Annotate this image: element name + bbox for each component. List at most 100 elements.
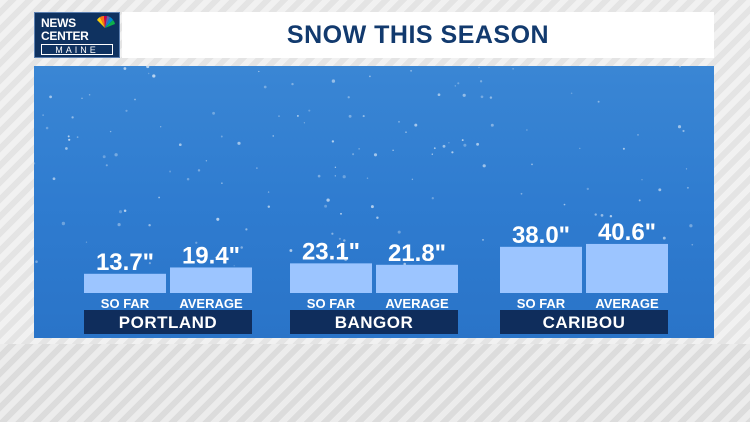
- snow-speck: [289, 249, 293, 252]
- bar-portland-average: [170, 267, 252, 293]
- snow-speck: [442, 144, 446, 148]
- peacock-icon: [97, 16, 115, 28]
- snow-speck: [691, 243, 694, 246]
- city-bar-caribou: [500, 310, 668, 334]
- snow-speck: [431, 197, 434, 200]
- snow-speck: [376, 216, 379, 219]
- snow-speck: [68, 138, 71, 141]
- snow-speck: [102, 155, 106, 159]
- snow-speck: [352, 153, 355, 156]
- series-label: SO FAR: [101, 296, 150, 311]
- snow-speck: [169, 170, 172, 173]
- snow-speck: [197, 169, 201, 172]
- snow-speck: [291, 82, 294, 86]
- snow-speck: [414, 123, 418, 127]
- snow-speck: [35, 260, 38, 263]
- snow-speck: [334, 175, 336, 177]
- snow-speck: [448, 142, 450, 144]
- snow-speck: [622, 147, 625, 150]
- city-bar-portland: [84, 310, 252, 334]
- snow-speck: [214, 256, 217, 258]
- snow-speck: [520, 192, 523, 195]
- snow-speck: [34, 162, 36, 165]
- snow-speck: [431, 153, 433, 155]
- snow-speck: [340, 212, 342, 215]
- snow-speck: [461, 139, 464, 142]
- snow-speck: [682, 129, 685, 133]
- snow-speck: [272, 135, 274, 137]
- snow-speck: [278, 115, 280, 117]
- bar-value-label: 19.4": [182, 242, 240, 269]
- snow-speck: [637, 134, 639, 136]
- snow-speck: [490, 123, 494, 127]
- snow-speck: [331, 140, 335, 143]
- logo-line-news: NEWS: [41, 16, 76, 30]
- snow-speck: [216, 217, 220, 221]
- series-label: SO FAR: [307, 296, 356, 311]
- snow-speck: [263, 85, 267, 89]
- snow-speck: [600, 214, 604, 217]
- snow-speck: [148, 72, 150, 75]
- snow-speck: [480, 95, 484, 99]
- snow-speck: [641, 179, 643, 181]
- bar-caribou-so-far: [500, 246, 582, 293]
- snow-speck: [221, 182, 223, 184]
- snow-speck: [451, 151, 454, 154]
- snow-speck: [410, 69, 413, 72]
- series-label: AVERAGE: [385, 296, 449, 311]
- snow-speck: [403, 262, 407, 266]
- snow-speck: [134, 98, 136, 101]
- snow-speck: [240, 246, 243, 249]
- snow-speck: [186, 177, 190, 181]
- snow-speck: [512, 68, 514, 70]
- bar-caribou-average: [586, 243, 668, 293]
- series-label: SO FAR: [517, 296, 566, 311]
- snow-speck: [685, 168, 688, 170]
- snow-speck: [267, 205, 271, 208]
- snow-speck: [563, 203, 566, 206]
- snow-speck: [258, 70, 260, 73]
- snow-speck: [454, 85, 456, 87]
- bar-value-label: 13.7": [96, 249, 154, 276]
- snow-speck: [679, 66, 681, 68]
- snow-speck: [88, 94, 91, 96]
- series-label: AVERAGE: [179, 296, 243, 311]
- snow-speck: [256, 167, 258, 169]
- snow-speck: [81, 97, 83, 99]
- snow-speck: [489, 96, 493, 99]
- snow-speck: [368, 75, 371, 78]
- snow-speck: [392, 149, 394, 152]
- snow-speck: [482, 164, 486, 168]
- snow-speck: [76, 136, 79, 138]
- snow-speck: [158, 196, 160, 199]
- snow-speck: [594, 213, 597, 216]
- snow-speck: [347, 96, 350, 99]
- snow-speck: [245, 228, 248, 231]
- snow-speck: [344, 257, 348, 261]
- snow-speck: [148, 223, 151, 227]
- snow-speck: [597, 100, 600, 103]
- snow-speck: [411, 178, 414, 181]
- snow-speck: [61, 221, 66, 226]
- bar-bangor-average: [376, 264, 458, 293]
- snow-speck: [196, 254, 199, 257]
- snow-speck: [462, 93, 466, 97]
- snow-speck: [212, 111, 216, 115]
- snow-speck: [342, 175, 346, 179]
- snow-speck: [65, 147, 68, 150]
- snow-speck: [638, 199, 641, 202]
- snow-speck: [398, 120, 400, 123]
- series-label: AVERAGE: [595, 296, 659, 311]
- snow-speck: [123, 67, 127, 70]
- logo-line-center: CENTER: [41, 29, 89, 43]
- snow-speck: [296, 114, 299, 117]
- snow-speck: [689, 224, 693, 228]
- bar-value-label: 21.8": [388, 240, 446, 267]
- snow-speck: [45, 126, 49, 130]
- snow-speck: [358, 148, 360, 150]
- snow-speck: [570, 92, 573, 95]
- snow-speck: [476, 142, 480, 146]
- snow-speck: [334, 166, 337, 168]
- city-label: CARIBOU: [543, 313, 626, 332]
- snow-speck: [67, 135, 70, 138]
